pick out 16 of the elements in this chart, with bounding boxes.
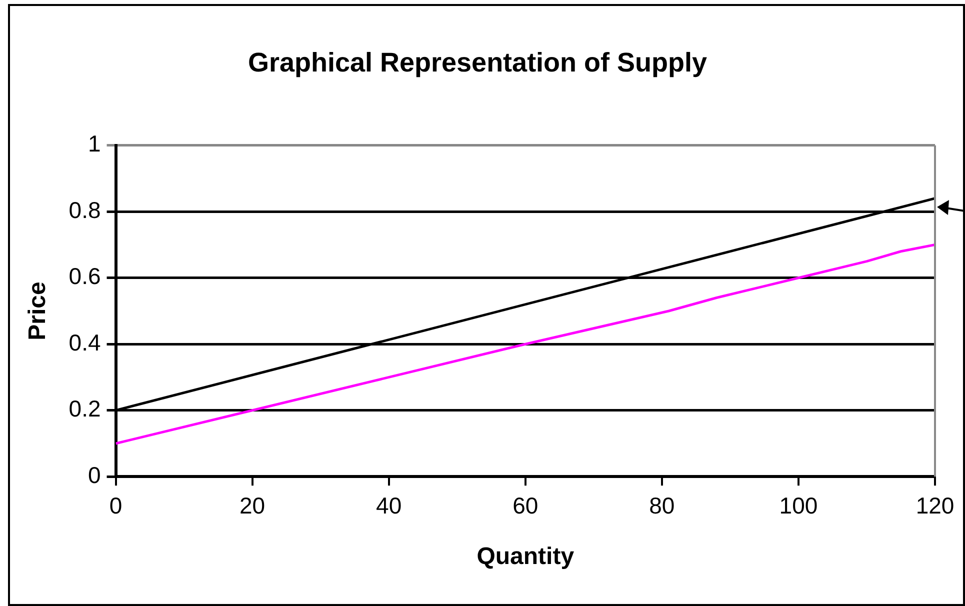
x-tick-label: 120 [916,492,954,519]
x-tick-label: 60 [512,492,538,519]
x-tick-label: 100 [779,492,818,519]
y-tick-label: 0.4 [68,329,101,356]
x-tick-label: 20 [240,492,266,519]
y-tick-label: 0.8 [68,196,101,223]
y-tick-label: 1 [88,130,101,157]
x-tick-label: 40 [376,492,402,519]
y-tick-label: 0.2 [68,396,101,422]
x-axis-title: Quantity [476,543,575,570]
y-tick-label: 0 [88,462,101,488]
y-axis-title: Price [24,282,52,340]
y-tick-label: 0.6 [68,263,101,290]
chart-title: Graphical Representation of Supply [248,48,708,78]
x-tick-label: 0 [109,492,122,519]
x-tick-label: 80 [649,492,675,519]
